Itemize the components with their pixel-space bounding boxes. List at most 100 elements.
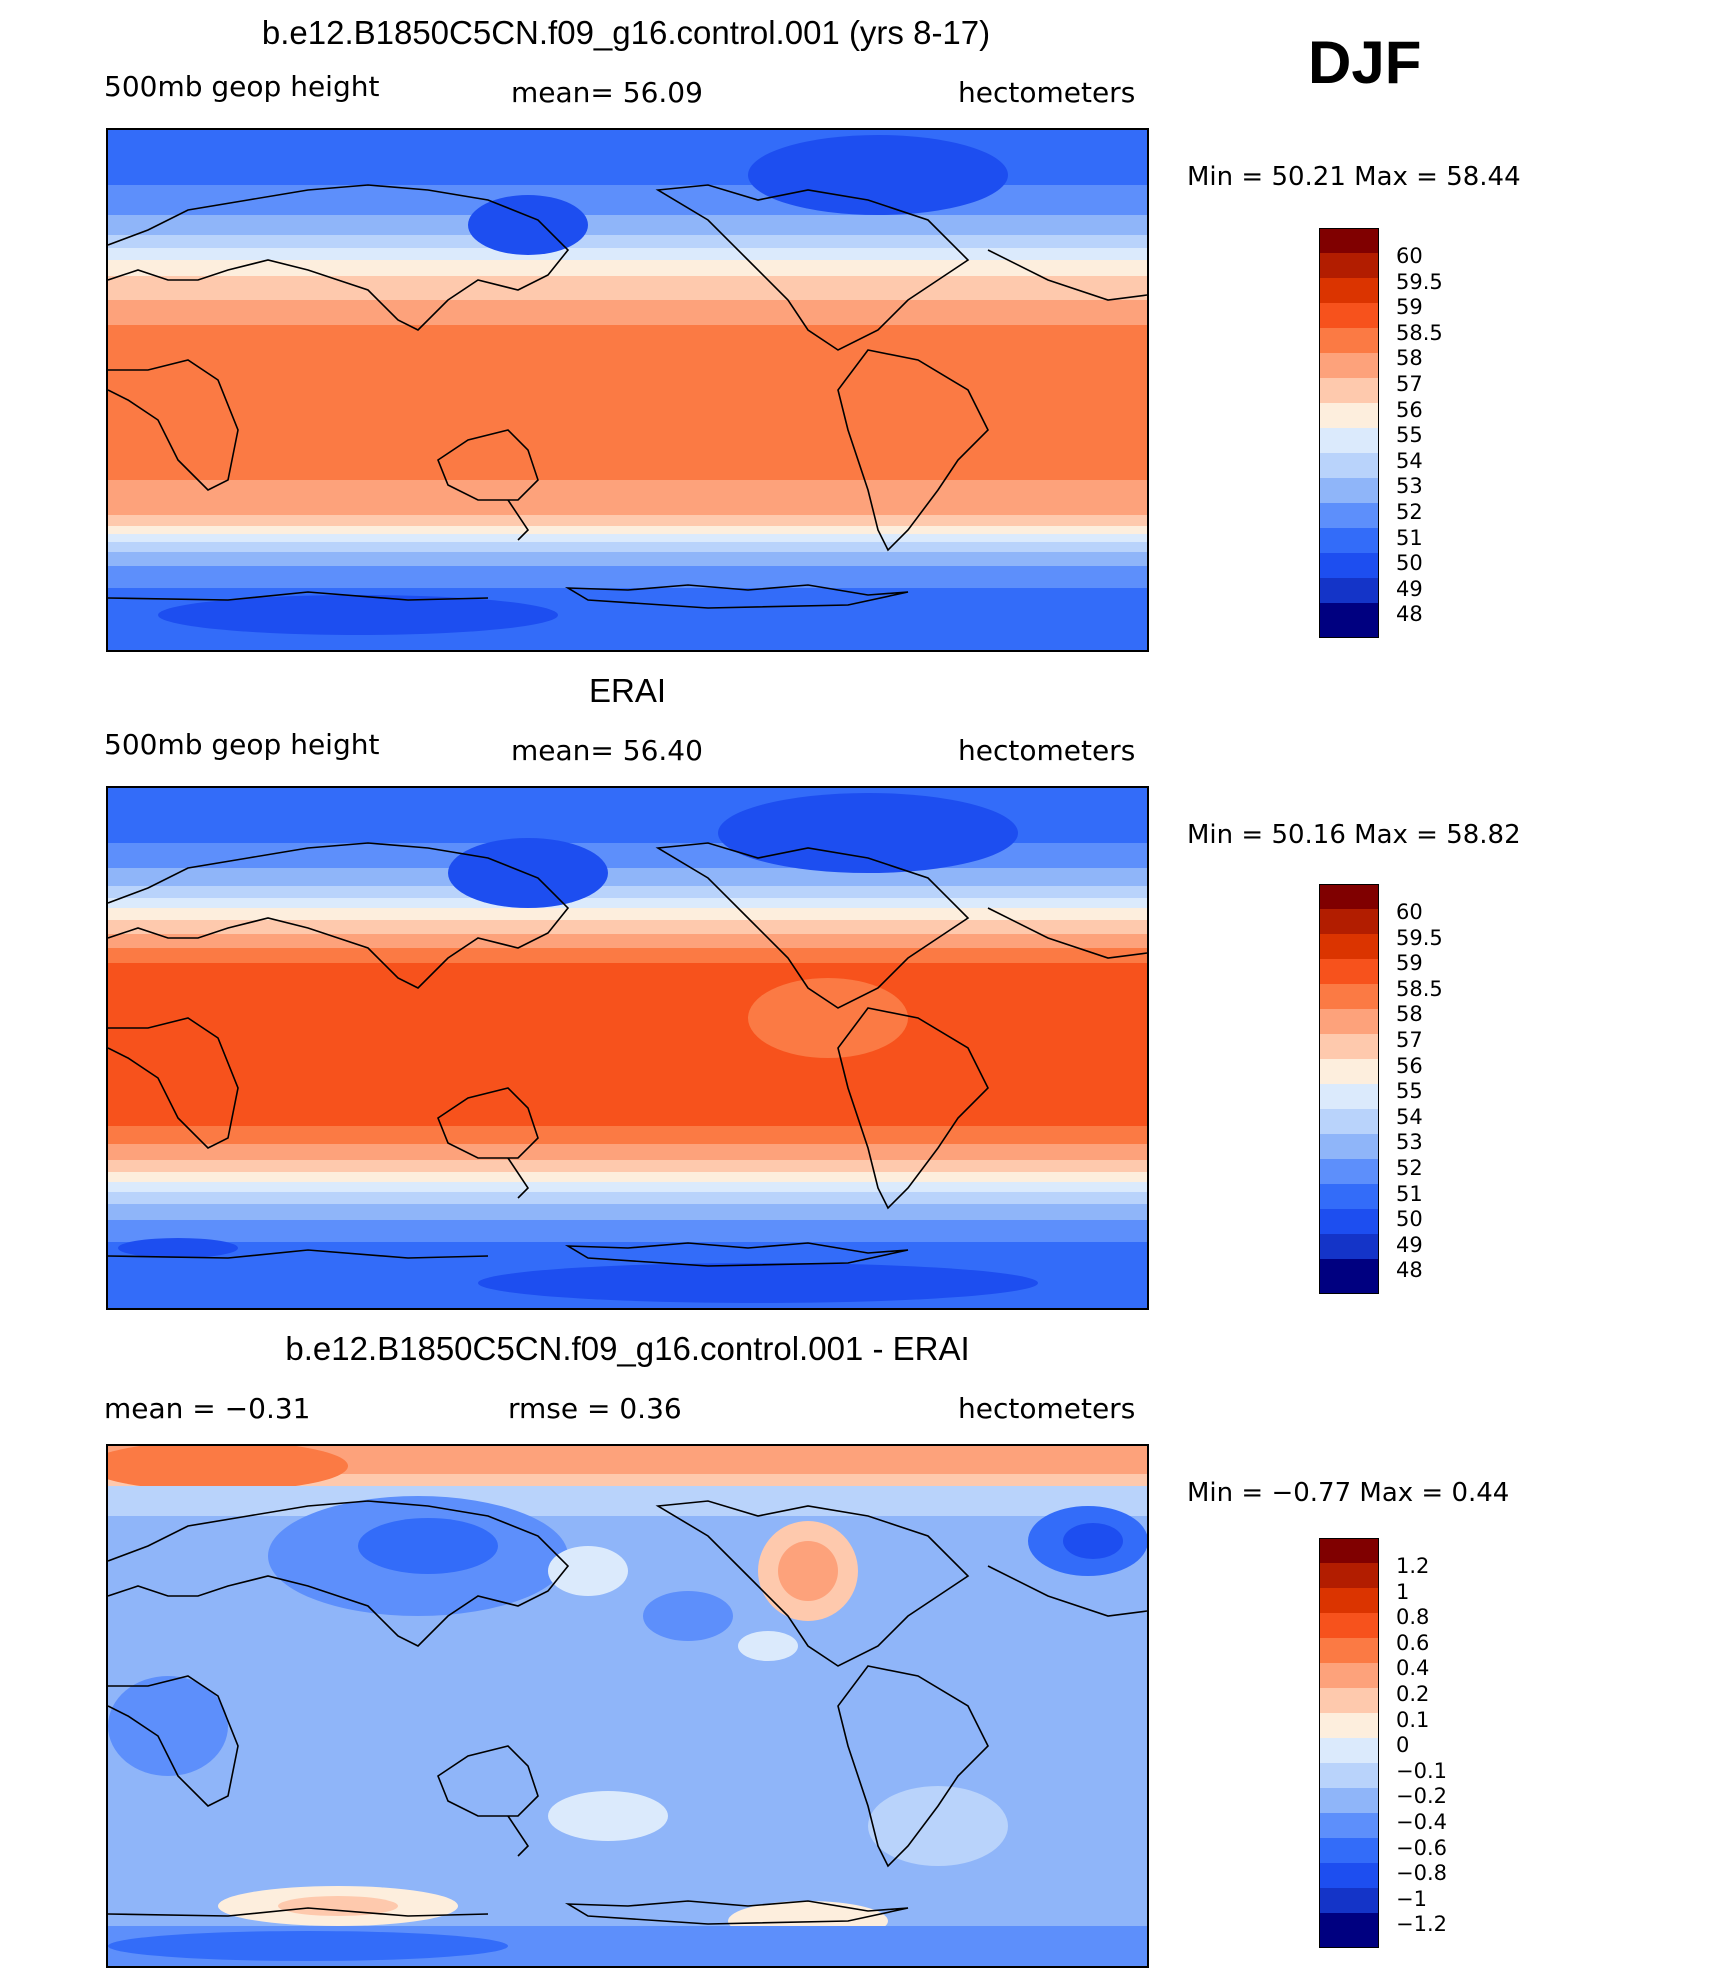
- legend-label: 53: [1396, 1130, 1423, 1155]
- legend-label: 49: [1396, 576, 1423, 601]
- legend-label: −0.2: [1396, 1784, 1447, 1809]
- legend-label: 53: [1396, 474, 1423, 499]
- panel1-map: [106, 128, 1149, 652]
- low-antarctic: [158, 595, 558, 635]
- panel3-colorbar: [1319, 1538, 1379, 1948]
- legend-label: 51: [1396, 1181, 1423, 1206]
- band-tropics: [108, 963, 1147, 1128]
- panel3-rmse: rmse = 0.36: [508, 1392, 682, 1425]
- trough-asia: [448, 838, 608, 908]
- legend-label: −0.1: [1396, 1758, 1447, 1783]
- pos-s-pacific: [868, 1786, 1008, 1866]
- legend-label: 0: [1396, 1733, 1410, 1758]
- trough-na: [718, 793, 1018, 873]
- band-s7: [108, 1204, 1147, 1224]
- pos-na-core: [778, 1541, 838, 1601]
- legend-label: 58.5: [1396, 320, 1443, 345]
- legend-label: 57: [1396, 372, 1423, 396]
- panel2-colorbar: [1319, 884, 1379, 1294]
- legend-label: 1: [1396, 1579, 1410, 1604]
- legend-label: 58.5: [1396, 976, 1443, 1001]
- low-south: [118, 1238, 238, 1258]
- panel1-left-label: 500mb geop height: [104, 70, 380, 103]
- colorbar-swatches: [1319, 1538, 1379, 1948]
- panel1-units: hectometers: [958, 76, 1136, 109]
- legend-label: 50: [1396, 551, 1423, 576]
- legend-label: −1.2: [1396, 1912, 1447, 1937]
- neg-indian: [108, 1676, 228, 1776]
- legend-label: 54: [1396, 448, 1423, 473]
- legend-label: 60: [1396, 900, 1423, 924]
- band-s6: [108, 552, 1147, 570]
- band-s7: [108, 566, 1147, 592]
- panel3-title: b.e12.B1850C5CN.f09_g16.control.001 - ER…: [285, 1330, 970, 1367]
- legend-label: 54: [1396, 1104, 1423, 1129]
- panel3-map: [106, 1444, 1149, 1968]
- legend-label: 50: [1396, 1207, 1423, 1232]
- trough-asia: [468, 195, 588, 255]
- band-n-neg: [108, 1486, 1147, 1516]
- legend-label: 52: [1396, 1156, 1423, 1180]
- coastlines: [108, 1500, 1147, 1925]
- legend-label: 55: [1396, 1079, 1423, 1104]
- panel2-left-label: 500mb geop height: [104, 728, 380, 761]
- panel3-minmax: Min = −0.77 Max = 0.44: [1187, 1478, 1510, 1508]
- neg-atlantic-core: [1063, 1523, 1123, 1559]
- neg-pacific: [643, 1591, 733, 1641]
- legend-label: 0.1: [1396, 1707, 1430, 1732]
- legend-label: 0.6: [1396, 1630, 1430, 1655]
- legend-label: 48: [1396, 602, 1423, 627]
- neg-antarctic: [108, 1931, 508, 1961]
- band-s1: [108, 480, 1147, 520]
- legend-label: 59: [1396, 951, 1423, 976]
- panel1-colorbar: [1319, 228, 1379, 638]
- legend-label: −0.4: [1396, 1810, 1447, 1834]
- low-antarctic: [478, 1263, 1038, 1303]
- legend-label: 0.4: [1396, 1656, 1430, 1681]
- legend-label: 48: [1396, 1258, 1423, 1283]
- band-s8: [108, 1220, 1147, 1246]
- trough-na: [748, 135, 1008, 215]
- legend-label: −0.6: [1396, 1835, 1447, 1860]
- band-n2: [108, 868, 1147, 890]
- pos-e-pacific: [738, 1631, 798, 1661]
- legend-label: 52: [1396, 500, 1423, 524]
- pos-nz: [548, 1791, 668, 1841]
- legend-label: −1: [1396, 1886, 1427, 1911]
- panel1-mean: mean= 56.09: [511, 76, 703, 109]
- legend-label: 59.5: [1396, 925, 1443, 950]
- panel2-map: [106, 786, 1149, 1310]
- trade-pocket: [748, 978, 908, 1058]
- panel1-title: b.e12.B1850C5CN.f09_g16.control.001 (yrs…: [261, 14, 991, 51]
- coastlines: [108, 842, 1147, 1267]
- panel2-title: ERAI: [588, 672, 667, 709]
- legend-label: 51: [1396, 525, 1423, 550]
- neg-asia-core: [358, 1518, 498, 1574]
- pos-s-indian-core: [278, 1896, 398, 1916]
- colorbar-swatches: [1319, 884, 1379, 1294]
- coastlines: [108, 184, 1147, 609]
- panel3-mean: mean = −0.31: [104, 1392, 311, 1425]
- legend-label: 58: [1396, 1002, 1423, 1027]
- legend-label: −0.8: [1396, 1861, 1447, 1886]
- legend-label: 0.2: [1396, 1682, 1430, 1706]
- panel1-minmax: Min = 50.21 Max = 58.44: [1187, 162, 1521, 192]
- pos-greenland: [108, 1446, 348, 1491]
- pos-n-pacific: [548, 1546, 628, 1596]
- panel2-minmax: Min = 50.16 Max = 58.82: [1187, 820, 1521, 850]
- band-s2: [108, 1144, 1147, 1164]
- legend-label: 58: [1396, 346, 1423, 371]
- legend-label: 60: [1396, 244, 1423, 268]
- colorbar-swatches: [1319, 228, 1379, 638]
- season-label: DJF: [1308, 29, 1422, 96]
- legend-label: 56: [1396, 397, 1423, 422]
- legend-label: 59: [1396, 295, 1423, 320]
- band-tropics-neg: [108, 1686, 1147, 1766]
- legend-label: 1.2: [1396, 1554, 1430, 1578]
- band-arctic-edge: [108, 1474, 1147, 1488]
- legend-label: 0.8: [1396, 1605, 1430, 1630]
- legend-label: 56: [1396, 1053, 1423, 1078]
- legend-label: 57: [1396, 1028, 1423, 1052]
- legend-label: 49: [1396, 1232, 1423, 1257]
- panel2-units: hectometers: [958, 734, 1136, 767]
